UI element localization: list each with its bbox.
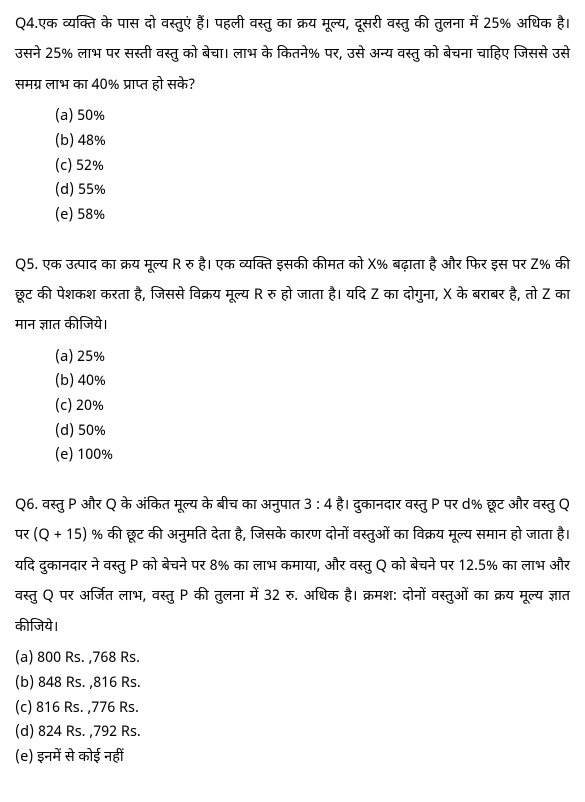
question-4: Q4.एक व्यक्ति के पास दो वस्तुएं हैं। पहल… [15, 10, 570, 229]
question-4-label: Q4. [15, 15, 38, 34]
question-6-option-c: (c) 816 Rs. ,776 Rs. [15, 697, 570, 722]
question-5-option-b: (b) 40% [55, 370, 570, 395]
question-6-option-d: (d) 824 Rs. ,792 Rs. [15, 721, 570, 746]
question-5-label: Q5. [15, 256, 38, 275]
question-4-option-a: (a) 50% [55, 105, 570, 130]
question-4-options: (a) 50% (b) 48% (c) 52% (d) 55% (e) 58% [15, 105, 570, 228]
question-5-body: एक उत्पाद का क्रय मूल्य R रु है। एक व्यक… [15, 256, 570, 336]
question-4-text: Q4.एक व्यक्ति के पास दो वस्तुएं हैं। पहल… [15, 10, 570, 101]
question-6-option-a: (a) 800 Rs. ,768 Rs. [15, 647, 570, 672]
question-6-option-b: (b) 848 Rs. ,816 Rs. [15, 672, 570, 697]
question-4-option-e: (e) 58% [55, 204, 570, 229]
question-6-text: Q6. वस्तु P और Q के अंकित मूल्य के बीच क… [15, 491, 570, 643]
question-4-option-b: (b) 48% [55, 130, 570, 155]
question-6-body: वस्तु P और Q के अंकित मूल्य के बीच का अन… [15, 496, 570, 637]
question-5-option-c: (c) 20% [55, 395, 570, 420]
question-5: Q5. एक उत्पाद का क्रय मूल्य R रु है। एक … [15, 251, 570, 470]
question-4-option-c: (c) 52% [55, 155, 570, 180]
question-6: Q6. वस्तु P और Q के अंकित मूल्य के बीच क… [15, 491, 570, 770]
question-5-option-e: (e) 100% [55, 444, 570, 469]
question-5-text: Q5. एक उत्पाद का क्रय मूल्य R रु है। एक … [15, 251, 570, 342]
question-6-option-e: (e) इनमें से कोई नहीं [15, 746, 570, 771]
question-4-option-d: (d) 55% [55, 179, 570, 204]
question-6-options: (a) 800 Rs. ,768 Rs. (b) 848 Rs. ,816 Rs… [15, 647, 570, 770]
question-5-option-d: (d) 50% [55, 420, 570, 445]
question-5-option-a: (a) 25% [55, 346, 570, 371]
question-5-options: (a) 25% (b) 40% (c) 20% (d) 50% (e) 100% [15, 346, 570, 469]
question-4-body: एक व्यक्ति के पास दो वस्तुएं हैं। पहली व… [15, 15, 570, 95]
question-6-label: Q6. [15, 496, 38, 515]
